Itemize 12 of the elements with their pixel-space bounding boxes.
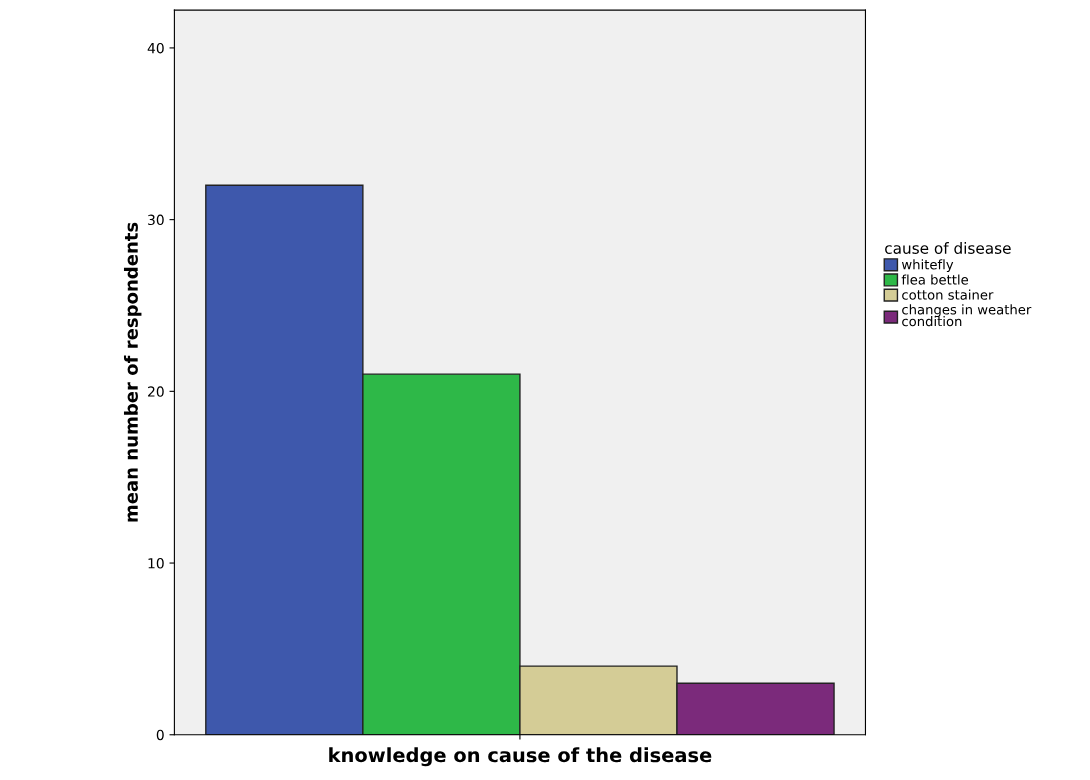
y-axis-title: mean number of respondents bbox=[123, 222, 142, 522]
legend-label: whitefly bbox=[901, 259, 954, 273]
legend-label: changes in weather condition bbox=[902, 304, 1032, 327]
legend-label: cotton stainer bbox=[902, 289, 994, 300]
y-tick-label: 10 bbox=[148, 558, 164, 569]
y-tick-label: 0 bbox=[156, 729, 164, 741]
y-tick-label: 30 bbox=[148, 214, 164, 226]
legend-title: cause of disease bbox=[885, 242, 1011, 254]
legend-label: flea bettle bbox=[901, 274, 969, 285]
y-tick-label: 20 bbox=[148, 386, 164, 397]
x-axis-title: knowledge on cause of the disease bbox=[329, 747, 712, 767]
y-tick-label: 40 bbox=[147, 42, 164, 54]
